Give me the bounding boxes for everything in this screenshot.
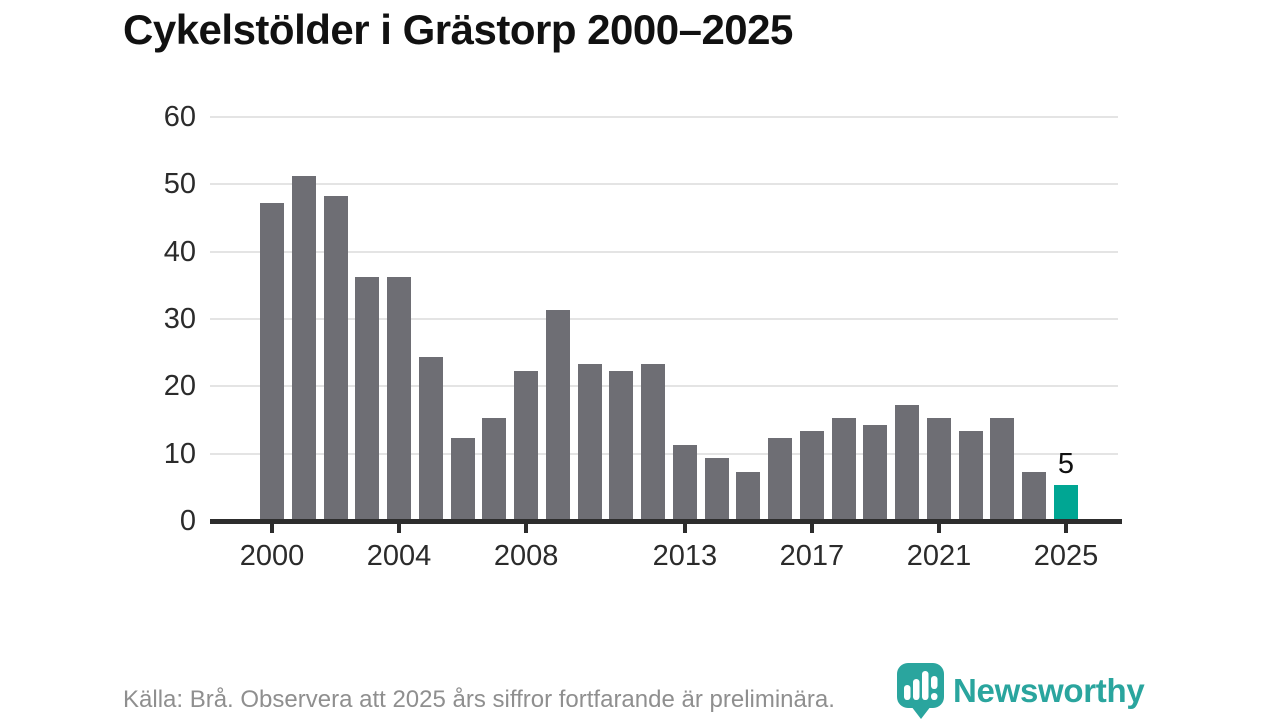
bar-2003: [355, 276, 380, 519]
bar-2014: [704, 458, 729, 519]
bar-2006: [450, 438, 475, 519]
x-tick-2021: [936, 524, 941, 533]
x-tick-label-2021: 2021: [906, 540, 972, 572]
x-tick-label-2017: 2017: [779, 540, 845, 572]
bar-2000: [260, 202, 284, 519]
x-tick-label-2013: 2013: [652, 540, 718, 572]
x-tick-2000: [270, 524, 274, 533]
newsworthy-map-marker-chart-icon: [897, 663, 944, 719]
bar-2017: [799, 431, 824, 519]
x-tick-label-2008: 2008: [493, 540, 559, 572]
x-tick-label-2025: 2025: [1033, 540, 1099, 572]
bar-2013: [672, 444, 697, 519]
x-tick-2025: [1064, 524, 1068, 533]
bar-2005: [418, 357, 443, 519]
bar-2018: [831, 418, 856, 519]
y-tick-label-20: 20: [163, 370, 196, 403]
bar-2023: [990, 418, 1015, 519]
x-tick-label-2004: 2004: [366, 540, 432, 572]
bar-2002: [323, 195, 348, 519]
y-tick-label-40: 40: [163, 235, 196, 268]
bar-2010: [577, 364, 602, 519]
x-tick-2017: [809, 524, 814, 533]
chart-title: Cykelstölder i Grästorp 2000–2025: [123, 6, 793, 53]
bar-2012: [641, 364, 666, 519]
bar-2020: [895, 404, 920, 519]
gridline-50: [210, 183, 1118, 186]
bar-2021: [926, 418, 951, 519]
bar-2019: [863, 424, 888, 519]
y-tick-label-60: 60: [163, 101, 196, 133]
bar-2009: [545, 310, 570, 519]
bar-2024: [1022, 471, 1047, 519]
x-axis-line: [210, 519, 1122, 524]
y-tick-label-50: 50: [163, 168, 196, 201]
bar-2001: [291, 175, 316, 519]
y-tick-label-30: 30: [163, 303, 196, 335]
bar-2011: [609, 370, 634, 519]
source-note: Källa: Brå. Observera att 2025 års siffr…: [123, 686, 835, 713]
gridline-60: [210, 116, 1118, 118]
gridline-40: [210, 250, 1118, 253]
newsworthy-logo-text: Newsworthy: [953, 671, 1145, 709]
x-tick-label-2000: 2000: [239, 540, 305, 572]
newsworthy-logo: Newsworthy: [896, 662, 1145, 719]
x-tick-2004: [397, 524, 402, 533]
x-tick-2013: [682, 524, 687, 533]
bar-value-label-2025: 5: [1057, 448, 1075, 481]
bar-2008: [514, 370, 539, 519]
bar-2016: [768, 438, 793, 519]
bar-2025: [1054, 485, 1078, 519]
bar-2007: [482, 418, 507, 519]
bar-2015: [736, 471, 761, 519]
bar-2004: [387, 276, 412, 519]
y-tick-label-10: 10: [163, 437, 196, 470]
bar-2022: [958, 431, 983, 519]
gridline-30: [210, 318, 1118, 320]
y-tick-label-0: 0: [179, 505, 196, 537]
x-tick-2008: [524, 524, 529, 533]
